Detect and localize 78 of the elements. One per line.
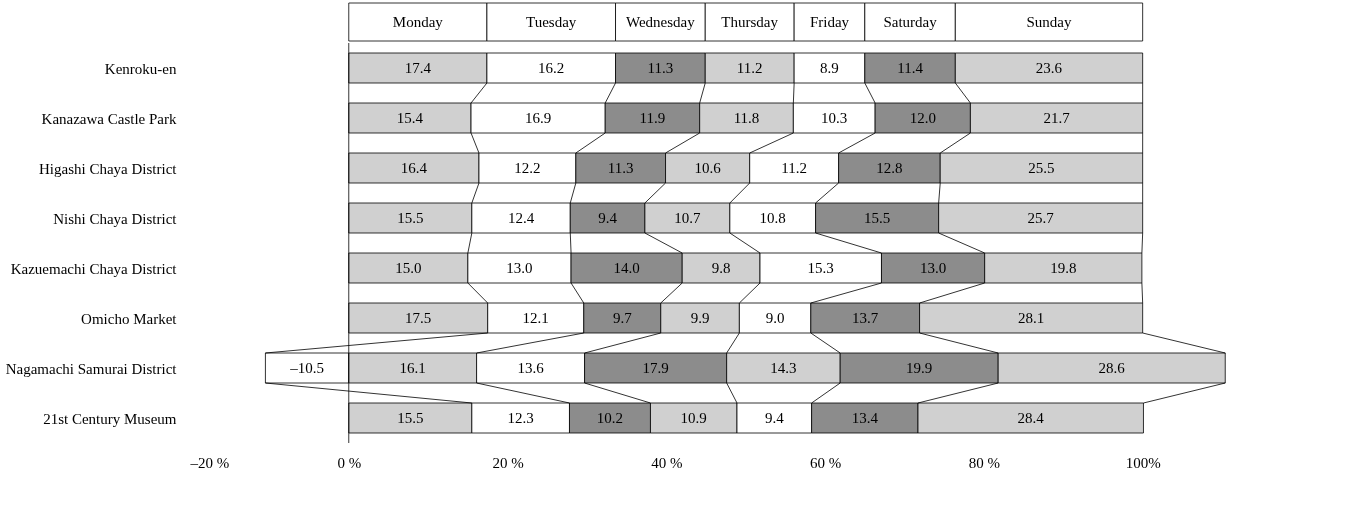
data-label: 10.2	[596, 410, 624, 426]
x-tick-label: 60 %	[809, 454, 842, 471]
data-label: 14.3	[770, 360, 797, 376]
data-label: 8.9	[820, 60, 839, 76]
data-label: 28.1	[1018, 310, 1045, 326]
data-label: 9.8	[711, 260, 731, 276]
data-label: 15.5	[397, 210, 424, 226]
data-label: 10.7	[674, 210, 701, 226]
data-label: 11.2	[781, 160, 807, 176]
data-label: 17.4	[404, 60, 432, 76]
series-label: Saturday	[883, 14, 938, 30]
data-label: 9.0	[765, 310, 785, 326]
data-label: 13.7	[852, 310, 879, 326]
data-label: 12.4	[507, 210, 535, 226]
x-tick-label: 40 %	[651, 454, 683, 471]
data-label: 23.6	[1035, 60, 1063, 76]
data-label: 12.2	[514, 160, 541, 176]
data-label: 12.3	[507, 410, 534, 426]
x-tick-label: 0 %	[337, 454, 362, 471]
data-label: 12.0	[909, 110, 936, 126]
data-label: 16.4	[400, 160, 428, 176]
data-label: 15.0	[395, 260, 422, 276]
series-label: Monday	[392, 14, 444, 30]
series-label: Tuesday	[526, 14, 577, 30]
data-label: 19.8	[1050, 260, 1077, 276]
data-label: 14.0	[613, 260, 640, 276]
data-label: 9.9	[690, 310, 710, 326]
data-label: 13.0	[506, 260, 533, 276]
data-label: 9.7	[612, 310, 633, 326]
series-label: Friday	[809, 14, 850, 30]
data-label: 12.1	[522, 310, 549, 326]
data-label: 16.9	[525, 110, 552, 126]
data-label: 28.4	[1017, 410, 1045, 426]
data-label: 13.0	[919, 260, 947, 276]
data-label: 11.9	[639, 110, 666, 126]
data-label: 13.6	[517, 360, 545, 376]
data-label: 11.2	[736, 60, 763, 76]
data-label: 9.4	[598, 210, 618, 226]
y-tick-label: 21st Century Museum	[43, 410, 177, 427]
data-label: 11.8	[733, 110, 760, 126]
series-label: Sunday	[1026, 14, 1072, 30]
data-label: 15.4	[396, 110, 424, 126]
data-label: 11.3	[607, 160, 634, 176]
y-tick-label: Higashi Chaya District	[39, 160, 178, 177]
data-label: 11.4	[897, 60, 924, 76]
y-tick-label: Kenroku-en	[104, 60, 177, 77]
series-label: Thursday	[721, 14, 779, 30]
x-tick-label: –20 %	[189, 454, 230, 471]
data-label: 13.4	[851, 410, 879, 426]
data-label: 11.3	[647, 60, 674, 76]
data-label: 21.7	[1043, 110, 1071, 126]
data-label: 10.8	[759, 210, 786, 226]
series-label: Wednesday	[625, 14, 696, 30]
y-tick-label: Kazuemachi Chaya District	[10, 260, 178, 277]
data-label: 19.9	[906, 360, 933, 376]
y-tick-label: Kanazawa Castle Park	[41, 110, 177, 127]
data-label: 17.9	[642, 360, 669, 376]
x-tick-label: 100%	[1125, 454, 1161, 471]
data-label: 16.2	[538, 60, 565, 76]
data-label: –10.5	[289, 360, 324, 376]
x-tick-label: 80 %	[968, 454, 1001, 471]
data-label: 15.5	[863, 210, 891, 226]
data-label: 10.6	[694, 160, 722, 176]
data-label: 10.3	[821, 110, 848, 126]
data-label: 25.7	[1027, 210, 1055, 226]
y-tick-label: Nishi Chaya District	[53, 210, 178, 227]
data-label: 9.4	[764, 410, 785, 426]
data-label: 28.6	[1098, 360, 1126, 376]
data-label: 15.3	[807, 260, 834, 276]
x-tick-label: 20 %	[492, 454, 524, 471]
data-label: 12.8	[876, 160, 903, 176]
data-label: 10.9	[680, 410, 707, 426]
data-label: 16.1	[399, 360, 426, 376]
data-label: 15.5	[397, 410, 424, 426]
y-tick-label: Nagamachi Samurai District	[5, 360, 178, 377]
data-label: 25.5	[1028, 160, 1055, 176]
y-tick-label: Omicho Market	[81, 310, 178, 327]
data-label: 17.5	[405, 310, 432, 326]
